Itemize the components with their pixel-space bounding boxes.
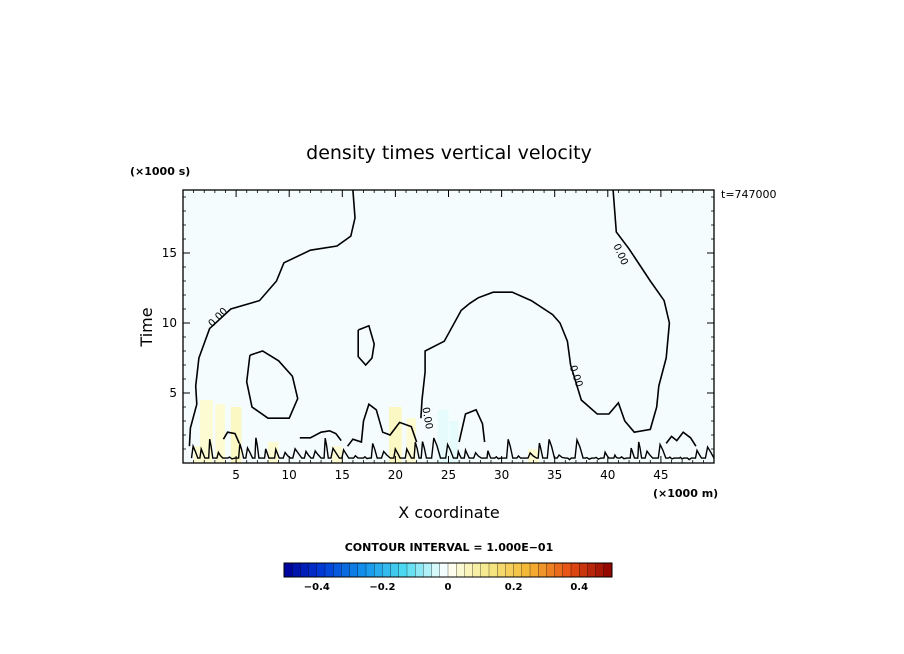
x-tick-label: 5 xyxy=(232,468,240,482)
contour-labels: 0.000.000.000.00 xyxy=(207,242,630,430)
colorbar-cell xyxy=(398,562,408,578)
shading-patch xyxy=(215,404,225,463)
contour-line xyxy=(458,408,486,443)
colorbar-cell xyxy=(316,562,326,578)
contour-noise xyxy=(190,437,714,461)
colorbar-tick-label: 0.4 xyxy=(570,582,588,593)
colorbar-cell xyxy=(349,562,359,578)
contour-line xyxy=(245,350,299,419)
contour-line xyxy=(665,431,697,447)
colorbar-cell xyxy=(505,562,515,578)
shading-patch xyxy=(193,446,205,463)
contour-line xyxy=(222,431,241,444)
colorbar-cell xyxy=(521,562,531,578)
x-tick-label: 15 xyxy=(335,468,350,482)
y-tick-label: 15 xyxy=(162,246,177,260)
x-unit-label: (×1000 m) xyxy=(653,487,718,500)
colorbar-cell xyxy=(554,562,564,578)
shading-patch xyxy=(437,409,449,463)
colorbar-cell xyxy=(365,562,375,578)
shading-patch xyxy=(406,418,417,463)
colorbar-tick-label: −0.4 xyxy=(304,582,330,593)
x-tick-label: 20 xyxy=(388,468,403,482)
x-axis-ticks: 5 10 15 20 25 30 35 40 45 xyxy=(232,190,669,482)
x-tick-label: 35 xyxy=(547,468,562,482)
x-tick-label: 45 xyxy=(653,468,668,482)
x-tick-label: 30 xyxy=(494,468,509,482)
x-tick-label: 10 xyxy=(282,468,297,482)
y-tick-label: 10 xyxy=(162,316,177,330)
colorbar-cell xyxy=(406,562,416,578)
colorbar-tick-label: 0 xyxy=(445,582,452,593)
y-tick-label: 5 xyxy=(169,386,177,400)
colorbar-cell xyxy=(423,562,433,578)
colorbar-cell xyxy=(324,562,334,578)
chart-title: density times vertical velocity xyxy=(306,142,592,164)
colorbar-cell xyxy=(497,562,506,578)
contour-lines xyxy=(188,190,714,461)
colorbar-cell xyxy=(431,562,441,578)
colorbar-cell xyxy=(488,562,498,578)
y-unit-label: (×1000 s) xyxy=(130,165,190,178)
contour-label: 0.00 xyxy=(419,406,434,430)
colorbar-cell xyxy=(579,562,588,578)
shading-patch xyxy=(389,407,402,463)
x-tick-label: 40 xyxy=(600,468,615,482)
colorbar-cell xyxy=(447,562,457,578)
colorbar-cell xyxy=(300,562,310,578)
contour-line xyxy=(188,190,356,447)
colorbar-cell xyxy=(595,562,605,578)
colorbar-cell xyxy=(464,562,474,578)
colorbar-cell xyxy=(456,562,465,578)
colorbar-frame xyxy=(283,562,613,578)
colorbar-cell xyxy=(546,562,556,578)
colorbar-cell xyxy=(333,562,342,578)
colorbar-cell xyxy=(283,562,293,578)
colorbar-cell xyxy=(382,562,392,578)
y-axis-ticks: 5 10 15 xyxy=(162,246,714,400)
colorbar-ticks: −0.4 −0.2 0 0.2 0.4 xyxy=(304,582,588,593)
colorbar-cell xyxy=(415,562,424,578)
colorbar-cell xyxy=(513,562,523,578)
colorbar-tick-label: 0.2 xyxy=(505,582,523,593)
x-axis-label: X coordinate xyxy=(398,503,499,522)
shading-patch xyxy=(267,442,279,463)
colorbar-cell xyxy=(292,562,301,578)
colorbar xyxy=(283,562,613,578)
colorbar-cell xyxy=(341,562,351,578)
contour-line xyxy=(420,190,671,434)
colorbar-cell xyxy=(308,562,318,578)
x-tick-label: 25 xyxy=(441,468,456,482)
shading-patch xyxy=(449,421,459,463)
colorbar-cell xyxy=(529,562,539,578)
colorbar-cell xyxy=(480,562,490,578)
x-minor-ticks xyxy=(193,190,704,463)
time-stamp-label: t=747000 xyxy=(721,188,777,201)
colorbar-cell xyxy=(472,562,482,578)
colorbar-cell xyxy=(439,562,449,578)
colorbar-cell xyxy=(587,562,597,578)
contour-line xyxy=(346,402,418,447)
colorbar-cell xyxy=(562,562,572,578)
colorbar-cell xyxy=(357,562,367,578)
contour-interval-text: CONTOUR INTERVAL = 1.000E−01 xyxy=(345,541,554,554)
colorbar-cell xyxy=(374,562,383,578)
y-axis-label: Time xyxy=(137,307,156,347)
y-minor-ticks xyxy=(183,196,714,450)
colorbar-tick-label: −0.2 xyxy=(369,582,395,593)
contour-line xyxy=(357,324,376,367)
colorbar-cell xyxy=(390,562,400,578)
colorbar-cell xyxy=(538,562,547,578)
contour-line xyxy=(299,429,342,442)
colorbar-cell xyxy=(603,562,613,578)
colorbar-cell xyxy=(570,562,580,578)
